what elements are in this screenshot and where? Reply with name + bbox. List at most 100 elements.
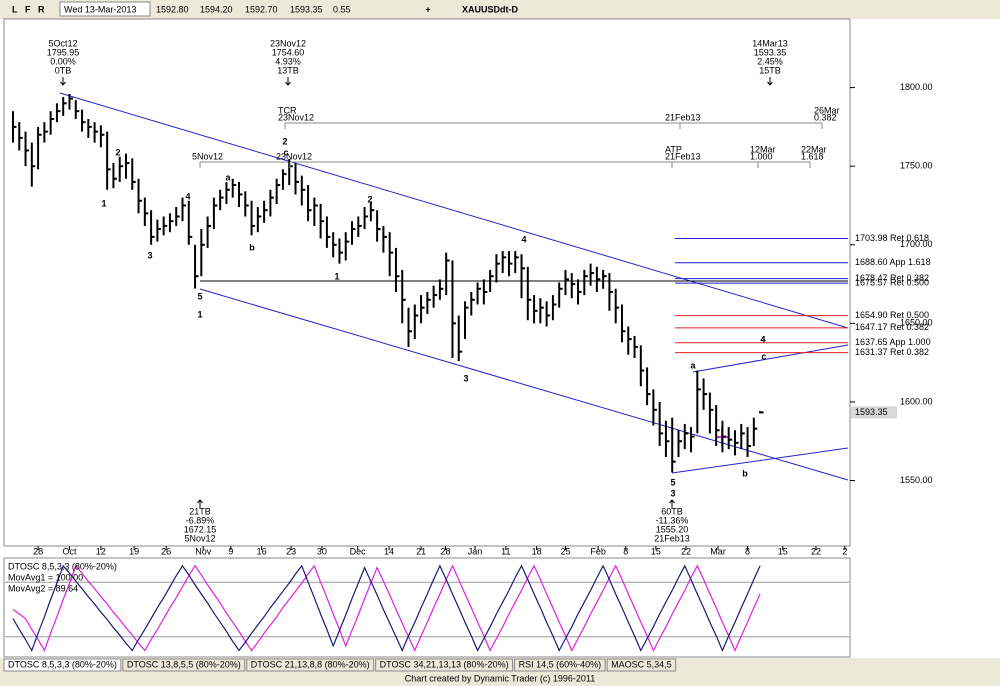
- tab-frame: [122, 658, 246, 672]
- x-tick-label: 15: [778, 546, 788, 556]
- x-tick-label: 2: [842, 546, 847, 556]
- tab[interactable]: MAOSC 5,34,5: [611, 659, 672, 669]
- osc-title: DTOSC 8,5,3,3 (80%-20%): [8, 561, 117, 571]
- channel-lower: [199, 288, 849, 481]
- annotation-text: 1593.35: [754, 47, 787, 57]
- annotation-text: 60TB: [661, 506, 683, 516]
- annotation-text: 0.00%: [50, 56, 76, 66]
- toolbar-date: Wed 13-Mar-2013: [64, 4, 136, 14]
- time-label: 23Nov12: [276, 151, 312, 161]
- x-tick-label: 28: [33, 546, 43, 556]
- time-label: 26Mar: [814, 105, 840, 115]
- wave-label: a: [225, 172, 231, 182]
- time-label: ATP: [665, 144, 682, 154]
- wave-label: 4: [760, 334, 765, 344]
- annotation-text: 21Feb13: [654, 533, 690, 543]
- tab[interactable]: DTOSC 13,8,5,5 (80%-20%): [127, 659, 241, 669]
- footer: Chart created by Dynamic Trader (c) 1996…: [405, 673, 595, 683]
- last-price-tag: [851, 406, 897, 419]
- fib-level-label: 1631.37 Ret 0.382: [855, 347, 929, 357]
- wave-label: 1: [197, 309, 202, 319]
- x-tick-label: 8: [623, 546, 628, 556]
- x-tick-label: 28: [441, 546, 451, 556]
- y-tick-label: 1600.00: [900, 396, 933, 406]
- toolbar-high: 1594.20: [200, 4, 233, 14]
- wave-label: 2: [367, 194, 372, 204]
- toolbar-open: 1592.80: [156, 4, 189, 14]
- annotation-text: 5Nov12: [184, 533, 215, 543]
- time-label: 1.000: [750, 151, 773, 161]
- x-tick-label: 18: [532, 546, 542, 556]
- fib-level-label: 1675.57 Ret 0.500: [855, 278, 929, 288]
- x-tick-label: 25: [560, 546, 570, 556]
- annotation-text: 13TB: [277, 65, 299, 75]
- x-tick-label: 30: [317, 546, 327, 556]
- y-tick-label: 1750.00: [900, 161, 933, 171]
- x-tick-label: 22: [681, 546, 691, 556]
- annotation-text: 14Mar13: [752, 38, 788, 48]
- x-tick-label: Mar: [710, 546, 726, 556]
- y-tick-label: 1650.00: [900, 318, 933, 328]
- triangle-lower: [671, 447, 849, 474]
- wave-label: 5: [670, 477, 675, 487]
- fib-level-label: 1647.17 Ret 0.382: [855, 322, 929, 332]
- annotation-text: -6.89%: [186, 515, 215, 525]
- tab[interactable]: RSI 14,5 (60%-40%): [519, 659, 602, 669]
- tab[interactable]: DTOSC 34,21,13,13 (80%-20%): [380, 659, 509, 669]
- annotation-text: 23Nov12: [270, 38, 306, 48]
- fib-level-label: 1637.65 App 1.000: [855, 337, 931, 347]
- fib-level-label: 1703.98 Ret 0.618: [855, 233, 929, 243]
- x-tick-label: Nov: [195, 546, 212, 556]
- x-tick-label: 23: [286, 546, 296, 556]
- toolbar-button[interactable]: L: [12, 4, 18, 14]
- annotation-arrowhead: [767, 81, 773, 86]
- time-label: 5Nov12: [192, 151, 223, 161]
- annotation-arrowhead: [60, 81, 66, 86]
- x-tick-label: 8: [745, 546, 750, 556]
- tab-frame: [606, 658, 677, 672]
- fib-level-label: 1688.60 App 1.618: [855, 257, 931, 267]
- wave-label: 2: [115, 147, 120, 157]
- wave-label: b: [249, 242, 255, 252]
- tab[interactable]: DTOSC 21,13,8,8 (80%-20%): [251, 659, 370, 669]
- wave-label: 4: [185, 191, 190, 201]
- x-tick-label: 15: [651, 546, 661, 556]
- triangle-upper: [692, 344, 849, 373]
- time-label: 1.618: [801, 151, 824, 161]
- wave-label: 3: [670, 488, 675, 498]
- x-tick-label: 19: [129, 546, 139, 556]
- x-tick-label: 14: [384, 546, 394, 556]
- toolbar-change: 0.55: [333, 4, 351, 14]
- annotation-text: 0TB: [55, 65, 72, 75]
- tab-frame: [375, 658, 514, 672]
- wave-label: 1: [334, 271, 339, 281]
- time-label: 21Feb13: [665, 112, 701, 122]
- channel-upper: [59, 92, 849, 329]
- x-tick-label: 16: [257, 546, 267, 556]
- osc-legend: MovAvg1 = 100.00: [8, 572, 83, 582]
- osc-line: [12, 564, 761, 653]
- wave-label: c: [761, 351, 766, 361]
- wave-label: 5: [197, 291, 202, 301]
- fib-level-label: 1678.47 Ret 0.382: [855, 273, 929, 283]
- x-tick-label: Oct: [62, 546, 77, 556]
- toolbar-button[interactable]: F: [25, 4, 31, 14]
- toolbar: [0, 0, 1000, 19]
- x-tick-label: 12: [96, 546, 106, 556]
- toolbar-add[interactable]: +: [425, 4, 430, 14]
- toolbar-button[interactable]: R: [38, 4, 45, 14]
- x-tick-label: Dec: [350, 546, 367, 556]
- annotation-text: 1672.15: [184, 524, 217, 534]
- chart-title: XAUUSDdt-D: [462, 4, 518, 14]
- status-bar: [0, 672, 1000, 686]
- osc-legend: MovAvg2 = 89.64: [8, 583, 78, 593]
- wave-label: 4: [521, 234, 526, 244]
- tab-frame: [3, 658, 122, 672]
- time-label: 22Mar: [801, 144, 827, 154]
- tab[interactable]: DTOSC 8,5,3,3 (80%-20%): [8, 659, 117, 669]
- tab-frame: [246, 658, 375, 672]
- date-box: [59, 1, 151, 17]
- oscillator-panel: [3, 557, 851, 658]
- last-price-label: 1593.35: [855, 407, 888, 417]
